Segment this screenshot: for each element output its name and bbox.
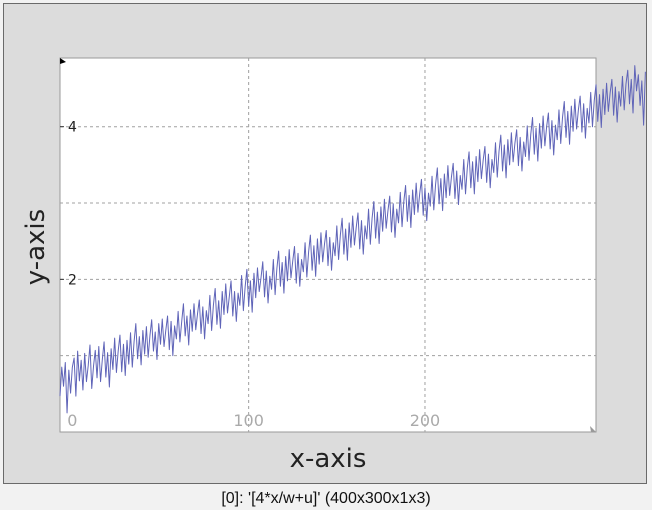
x-tick-label: 200 [410, 411, 441, 430]
tick-labels: 0 100 200 2 4 [60, 120, 440, 430]
x-axis-label: x-axis [290, 444, 367, 474]
y-tick-label: 2 [68, 272, 77, 288]
grid-lines [60, 58, 596, 432]
plot-area[interactable] [59, 57, 597, 433]
plot-window: 0 100 200 2 4 x-axis y-axis [3, 3, 647, 484]
image-caption: [0]: '[4*x/w+u]' (400x300x1x3) [221, 490, 431, 507]
x-axis-arrow-icon [590, 426, 596, 432]
series-line[interactable] [59, 65, 646, 414]
y-tick-label: 4 [68, 120, 77, 136]
x-tick-label: 100 [233, 411, 264, 430]
y-axis-label: y-axis [21, 209, 51, 285]
x-tick-label: 0 [67, 411, 77, 430]
y-axis-arrow-icon [60, 58, 66, 64]
line-chart[interactable]: 0 100 200 2 4 x-axis y-axis [4, 4, 646, 483]
series-layer [59, 65, 646, 414]
